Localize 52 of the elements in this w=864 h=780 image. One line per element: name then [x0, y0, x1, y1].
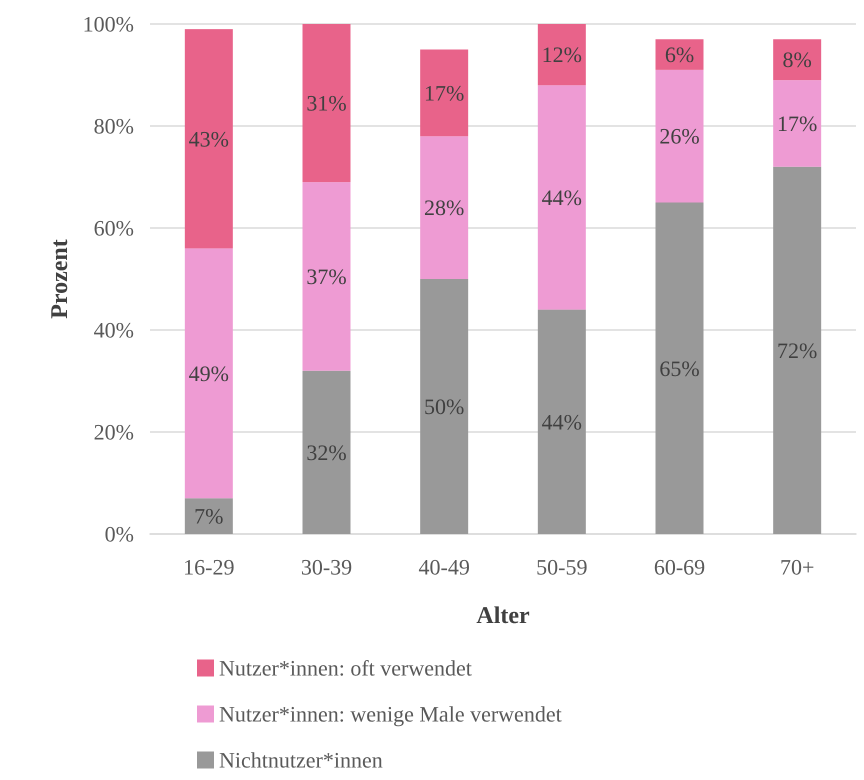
bar [420, 279, 468, 534]
y-tick-label: 100% [82, 12, 134, 36]
legend-label: Nutzer*innen: oft verwendet [219, 656, 472, 680]
data-label: 44% [542, 409, 582, 434]
data-label: 17% [777, 110, 818, 136]
bar [538, 85, 586, 310]
data-label: 31% [306, 90, 347, 116]
data-label: 37% [306, 264, 347, 289]
bar [184, 248, 233, 498]
bar [420, 50, 468, 136]
data-label: 65% [659, 356, 700, 381]
data-label: 32% [306, 440, 347, 465]
data-label: 72% [777, 338, 818, 363]
bar [184, 498, 233, 534]
data-label: 17% [424, 80, 464, 106]
bar [773, 166, 822, 534]
data-label: 28% [424, 195, 464, 220]
data-label: 8% [782, 47, 812, 72]
y-tick-label: 80% [94, 114, 134, 138]
data-label: 26% [659, 124, 700, 149]
x-tick-label: 16-29 [183, 554, 234, 580]
y-tick-label: 20% [94, 420, 134, 444]
bar [420, 136, 468, 279]
data-label: 7% [194, 504, 224, 529]
data-label: 50% [424, 394, 464, 419]
x-tick-label: 50-59 [536, 554, 588, 580]
data-label: 6% [664, 42, 694, 68]
bar [538, 24, 586, 86]
bar [656, 202, 704, 534]
x-tick-label: 30-39 [300, 554, 352, 580]
data-label: 49% [188, 360, 229, 386]
bar [773, 80, 822, 167]
legend-label: Nutzer*innen: wenige Male verwendet [219, 702, 562, 726]
bar [302, 182, 350, 371]
bar [538, 310, 586, 534]
bar [184, 29, 233, 248]
x-tick-label: 70+ [780, 554, 814, 580]
y-tick-label: 60% [94, 216, 134, 240]
y-axis-title: Prozent [46, 239, 73, 319]
y-tick-label: 0% [104, 522, 134, 546]
x-axis-title: Alter [476, 603, 530, 629]
data-label: 44% [542, 184, 582, 210]
bar [302, 24, 350, 182]
bar [656, 70, 704, 202]
legend-label: Nichtnutzer*innen [219, 748, 383, 772]
data-label: 43% [188, 126, 229, 152]
bar [302, 370, 350, 534]
bar [773, 39, 822, 80]
x-tick-label: 60-69 [654, 554, 706, 580]
data-label: 12% [542, 42, 582, 68]
x-tick-label: 40-49 [418, 554, 470, 580]
y-tick-label: 40% [94, 318, 134, 342]
